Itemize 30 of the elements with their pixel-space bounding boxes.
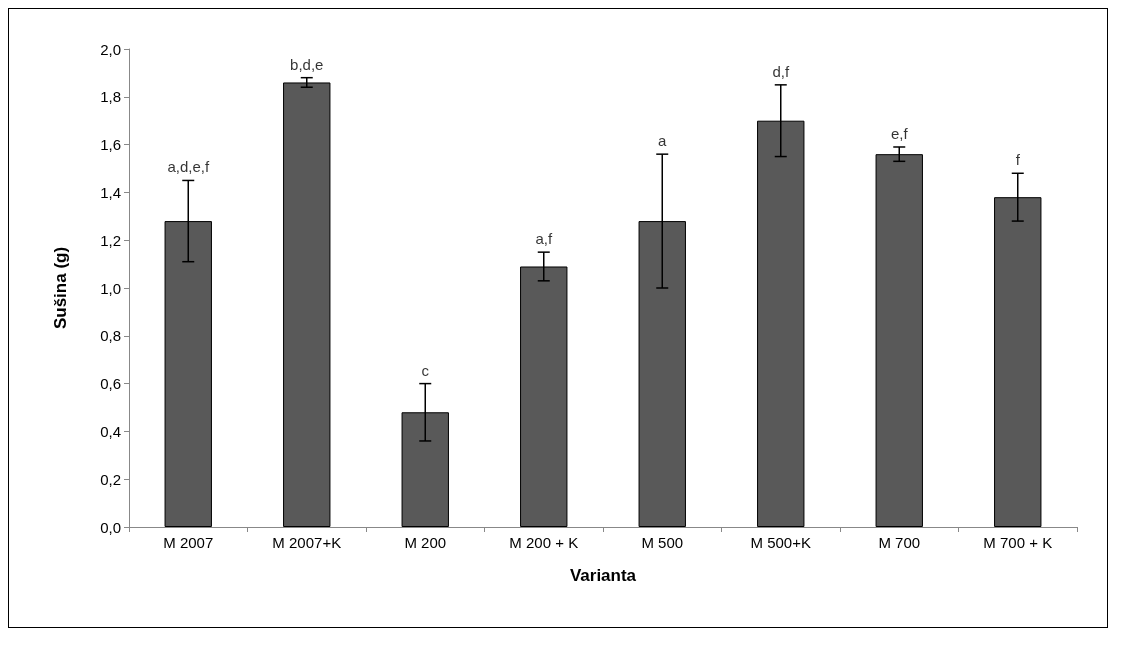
y-tick-label: 1,8 bbox=[100, 88, 121, 106]
x-axis-title: Varianta bbox=[569, 566, 637, 585]
annotation: a bbox=[658, 132, 668, 150]
y-tick-label: 0,4 bbox=[100, 422, 121, 440]
y-tick-label: 1,4 bbox=[100, 183, 121, 201]
annotation: e,f bbox=[890, 124, 909, 142]
y-tick-label: 0,6 bbox=[100, 375, 121, 393]
x-tick-label: M 500 bbox=[641, 534, 684, 551]
x-tick-label: M 700 bbox=[878, 534, 921, 551]
bar bbox=[283, 82, 331, 527]
x-tick-label: M 200 + K bbox=[509, 534, 579, 551]
annotation: f bbox=[1015, 151, 1021, 169]
y-tick-label: 2,0 bbox=[100, 40, 121, 58]
annotation: d,f bbox=[772, 62, 790, 80]
y-tick-label: 1,0 bbox=[100, 279, 121, 297]
y-axis-title: Sušina (g) bbox=[51, 246, 70, 330]
annotation: c bbox=[421, 361, 430, 379]
y-tick-label: 1,2 bbox=[100, 231, 121, 249]
x-tick-label: M 2007 bbox=[163, 534, 214, 551]
annotation: a,d,e,f bbox=[167, 158, 210, 176]
annotation: b,d,e bbox=[290, 55, 324, 73]
y-tick-label: 0,0 bbox=[100, 518, 121, 536]
x-tick-label: M 2007+K bbox=[272, 534, 342, 551]
x-tick-label: M 700 + K bbox=[983, 534, 1053, 551]
x-tick-label: M 500+K bbox=[750, 534, 811, 551]
annotation: a,f bbox=[535, 230, 553, 248]
y-tick-label: 0,8 bbox=[100, 327, 121, 345]
x-tick-label: M 200 bbox=[404, 534, 447, 551]
y-tick-label: 1,6 bbox=[100, 136, 121, 154]
y-tick-label: 0,2 bbox=[100, 470, 121, 488]
